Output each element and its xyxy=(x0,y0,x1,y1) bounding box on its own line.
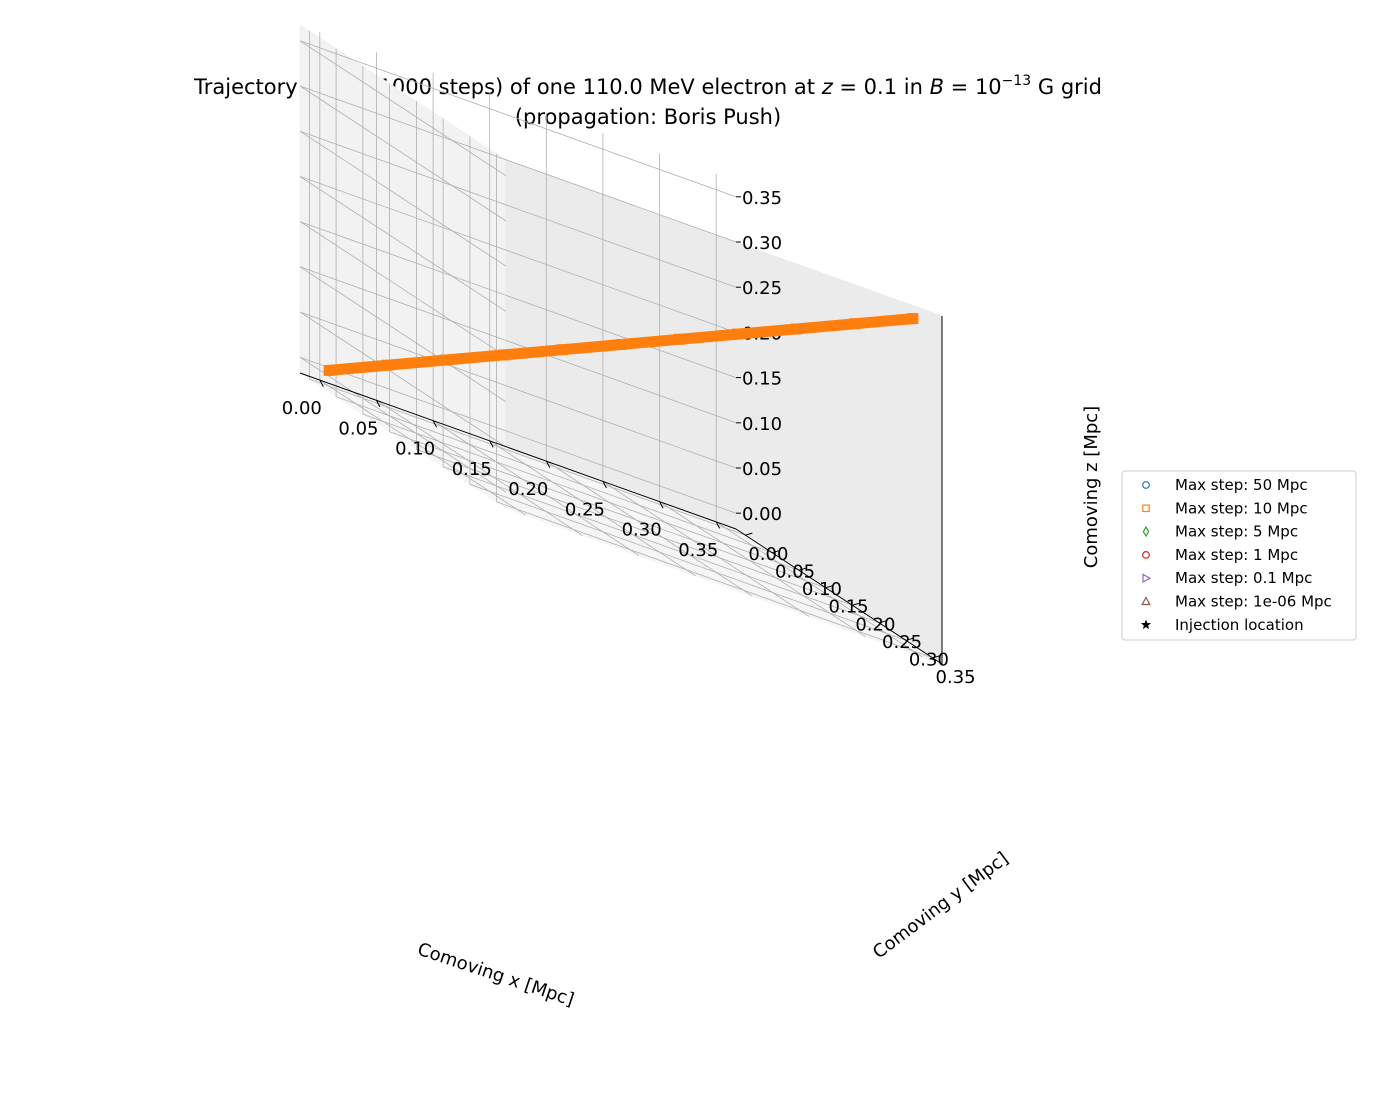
x-axis-line xyxy=(299,372,737,530)
y-tick-label: 0.00 xyxy=(748,544,788,565)
grid-line xyxy=(299,176,737,333)
data-point xyxy=(382,359,393,371)
z-tick-label: 0.10 xyxy=(742,414,782,435)
tick-marks: 0.000.050.100.150.200.250.300.35 0.000.05… xyxy=(282,188,976,688)
data-point xyxy=(498,349,510,361)
legend-label: Max step: 10 Mpc xyxy=(1175,499,1308,517)
x-tick xyxy=(432,420,438,428)
x-tick-label: 0.05 xyxy=(338,418,378,439)
x-tick-label: 0.10 xyxy=(395,439,435,460)
legend-label: Max step: 1 Mpc xyxy=(1175,546,1298,564)
data-series xyxy=(323,313,919,376)
data-point xyxy=(440,354,452,366)
y-tick xyxy=(852,602,860,606)
y-tick xyxy=(905,637,914,641)
x-tick xyxy=(659,501,664,509)
legend-marker-triangle-right xyxy=(1142,573,1152,584)
z-tick-label: 0.30 xyxy=(742,233,782,254)
grid-line xyxy=(496,153,933,659)
grid-line xyxy=(469,136,907,641)
legend-label: Max step: 50 Mpc xyxy=(1175,476,1308,494)
legend: Max step: 50 Mpc Max step: 10 Mpc Max step… xyxy=(1121,470,1357,641)
z-axis-label: Comoving z [Mpc] xyxy=(1081,406,1102,568)
data-point xyxy=(732,328,744,340)
y-tick-label: 0.25 xyxy=(882,632,922,653)
grid-line xyxy=(335,48,773,554)
z-tick-label: 0.00 xyxy=(742,504,782,525)
grid-line xyxy=(299,130,737,288)
chart-title: Trajectory (every 1000 steps) of one 110… xyxy=(193,73,1102,99)
grid-line xyxy=(442,118,880,624)
y-tick xyxy=(798,567,807,571)
x-tick-label: 0.20 xyxy=(508,479,548,500)
z-tick-label: 0.35 xyxy=(742,188,782,209)
grid-line xyxy=(299,85,737,243)
x-tick-label: 0.15 xyxy=(452,459,492,480)
chart-subtitle: (propagation: Boris Push) xyxy=(515,105,781,129)
y-tick-label: 0.35 xyxy=(936,667,976,688)
x-tick-label: 0.25 xyxy=(565,499,605,520)
grid-line xyxy=(299,221,737,378)
legend-label: Injection location xyxy=(1175,616,1304,634)
grid-line xyxy=(415,101,853,606)
z-tick-label: 0.15 xyxy=(742,369,782,390)
z-tick-label: 0.05 xyxy=(742,459,782,480)
legend-marker-star xyxy=(1140,619,1152,630)
axis-lines xyxy=(299,316,943,665)
legend-box xyxy=(1121,470,1357,641)
data-point xyxy=(323,364,335,376)
legend-marker-circle xyxy=(1142,481,1150,489)
legend-marker-triangle-up xyxy=(1141,596,1151,606)
data-point xyxy=(673,333,685,345)
y-axis-line xyxy=(735,528,943,665)
grid-line xyxy=(308,31,746,536)
data-point xyxy=(615,339,627,350)
axis-panes xyxy=(299,24,943,665)
data-point xyxy=(849,318,860,330)
y-tick-label: 0.20 xyxy=(855,614,895,635)
x-tick-label: 0.35 xyxy=(678,540,718,561)
z-tick-label: 0.25 xyxy=(742,278,782,299)
y-tick xyxy=(745,532,753,536)
grid-line xyxy=(299,311,737,469)
x-tick-label: 0.00 xyxy=(282,398,322,419)
legend-label: Max step: 5 Mpc xyxy=(1175,523,1298,541)
y-tick xyxy=(771,550,780,554)
data-point xyxy=(557,344,569,356)
y-tick-label: 0.05 xyxy=(775,562,815,583)
x-tick xyxy=(489,440,494,448)
y-tick xyxy=(932,655,940,659)
grid-line xyxy=(299,356,737,514)
data-point xyxy=(907,313,919,325)
legend-marker-square xyxy=(1142,504,1150,513)
grid-line xyxy=(362,66,800,571)
grid-line xyxy=(299,40,737,198)
legend-label: Max step: 1e-06 Mpc xyxy=(1175,593,1332,611)
x-tick xyxy=(545,460,551,468)
x-tick-label: 0.30 xyxy=(622,520,662,541)
y-tick xyxy=(878,620,887,624)
x-tick xyxy=(319,379,324,387)
y-tick-label: 0.15 xyxy=(829,597,869,618)
pane-xz xyxy=(505,159,943,665)
grid-lines xyxy=(299,31,933,659)
x-tick xyxy=(715,521,721,529)
legend-marker-circle xyxy=(1142,551,1150,559)
data-point xyxy=(790,323,802,335)
y-tick-label: 0.30 xyxy=(909,649,949,670)
legend-label: Max step: 0.1 Mpc xyxy=(1175,569,1312,587)
x-tick xyxy=(602,481,607,489)
y-tick xyxy=(825,585,833,589)
grid-line xyxy=(389,83,826,589)
x-tick xyxy=(376,400,381,408)
x-axis-label: Comoving x [Mpc] xyxy=(415,939,577,1011)
legend-marker-diamond xyxy=(1142,525,1150,538)
y-axis-label: Comoving y [Mpc] xyxy=(869,848,1012,963)
y-tick-label: 0.10 xyxy=(802,579,842,600)
